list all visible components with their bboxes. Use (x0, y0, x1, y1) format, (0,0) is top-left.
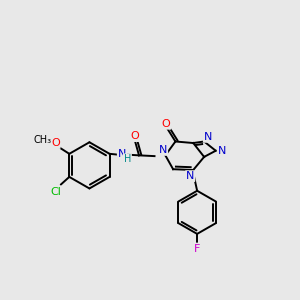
Text: CH₃: CH₃ (33, 135, 51, 145)
Text: F: F (194, 244, 200, 254)
Text: H: H (124, 154, 131, 164)
Text: N: N (186, 171, 194, 181)
Text: N: N (118, 149, 126, 159)
Text: N: N (218, 146, 226, 156)
Text: O: O (51, 138, 60, 148)
Text: Cl: Cl (50, 187, 61, 196)
Text: O: O (162, 119, 170, 129)
Text: N: N (204, 132, 212, 142)
Text: O: O (130, 131, 139, 141)
Text: N: N (159, 145, 167, 155)
